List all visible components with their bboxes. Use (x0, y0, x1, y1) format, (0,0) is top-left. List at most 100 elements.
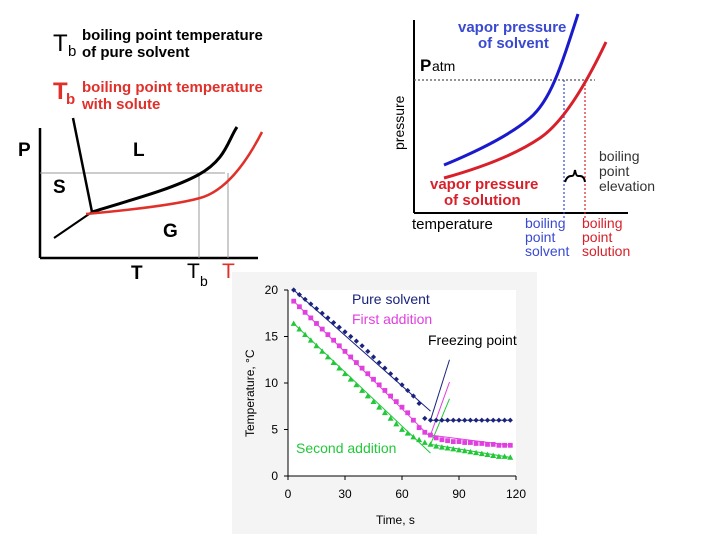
legend-tb-text-2: of pure solvent (82, 44, 190, 61)
pure-solvent-point (433, 417, 439, 423)
vp-x-label: temperature (412, 216, 493, 233)
cooling-curve-chart: 0 30 60 90 120 0 5 10 15 20 Temperature, °C Time,… (232, 272, 537, 534)
first-addition-point (485, 441, 490, 447)
solution-vaporization-curve (85, 131, 264, 216)
pure-solvent-point (502, 417, 508, 423)
patm-label: P (420, 56, 431, 75)
legend-tb-solute-symbol: T (53, 78, 68, 105)
pure-solvent-point (313, 306, 320, 312)
first-addition-point (314, 321, 319, 326)
pure-solvent-point (370, 354, 377, 360)
first-addition-point (445, 438, 450, 444)
freezing-point-pointer (430, 398, 450, 445)
legend-first-addition: First addition (352, 311, 432, 327)
vp-solvent-label-1: vapor pressure (458, 19, 566, 36)
first-addition-point (376, 382, 382, 388)
first-addition-point (365, 371, 371, 377)
bp-solution-label-2: point (582, 229, 612, 245)
tick-tb-solute: T (222, 260, 235, 283)
pure-solvent-point (427, 417, 434, 423)
solid-liquid-line (71, 117, 94, 213)
chart-x-label: Time, s (376, 513, 415, 527)
second-addition-point (347, 376, 354, 382)
first-addition-point (411, 417, 416, 423)
first-addition-point (302, 309, 308, 315)
first-addition-point (502, 442, 507, 448)
elevation-label-2: point (599, 163, 629, 179)
phase-axis-p: P (18, 140, 31, 161)
legend-tb-symbol: T (53, 30, 68, 57)
first-addition-point (331, 337, 336, 343)
first-addition-point (462, 440, 468, 445)
bp-solution-label-1: boiling (582, 215, 622, 231)
first-addition-point (422, 429, 428, 435)
second-addition-point (427, 441, 434, 447)
legend-tb-solute-sub: b (66, 91, 75, 108)
second-addition-point (495, 453, 502, 459)
pure-solvent-point (405, 387, 411, 394)
first-addition-point (354, 360, 359, 365)
second-addition-point (370, 398, 377, 404)
pure-solvent-point (342, 329, 348, 335)
pure-solvent-point (365, 348, 371, 354)
first-addition-point (433, 435, 439, 441)
freezing-point-pointer (430, 381, 450, 436)
solvent-vaporization-curve (91, 126, 239, 214)
legend-second-addition: Second addition (296, 440, 396, 456)
pure-solvent-point (490, 417, 496, 423)
second-addition-point (444, 445, 451, 451)
first-addition-point (319, 326, 325, 332)
pure-solvent-point (348, 333, 354, 340)
x-tick-label: 60 (395, 487, 409, 501)
first-addition-point (371, 376, 376, 382)
x-tick-label: 0 (285, 487, 292, 501)
pure-solvent-point (462, 417, 468, 423)
x-tick-label: 30 (338, 487, 352, 501)
freezing-point-pointer (430, 359, 450, 421)
legend-tb-solute-text-1: boiling point temperature (82, 79, 263, 96)
first-addition-point (428, 432, 433, 438)
second-addition-point (456, 446, 462, 453)
second-addition-point (342, 370, 348, 377)
tick-tb-sub: b (200, 273, 208, 289)
y-tick-label: 15 (265, 330, 279, 344)
second-addition-point (313, 342, 320, 349)
pure-solvent-point (291, 287, 297, 293)
chart-y-label: Temperature, °C (243, 349, 257, 437)
y-tick-label: 20 (265, 283, 279, 297)
first-addition-point (336, 343, 342, 349)
second-addition-point (296, 326, 303, 332)
elevation-brace (564, 169, 586, 183)
pure-solvent-point (484, 417, 491, 423)
first-addition-point (450, 439, 456, 444)
phase-axis-t: T (131, 263, 143, 284)
x-tick-label: 120 (506, 487, 526, 501)
y-tick-label: 0 (271, 469, 278, 483)
vp-solution-label-2: of solution (444, 192, 521, 209)
phase-diagram: T b boiling point temperature of pure so… (18, 27, 264, 289)
first-addition-point (348, 354, 354, 360)
first-addition-point (393, 399, 399, 404)
first-addition-point (490, 441, 496, 447)
first-addition-point (479, 441, 485, 446)
first-addition-point (507, 442, 513, 448)
first-addition-point (291, 298, 297, 304)
second-addition-point (490, 452, 497, 458)
second-addition-point (290, 320, 297, 326)
bp-solvent-label-3: solvent (525, 243, 569, 259)
first-addition-point (473, 441, 479, 446)
first-addition-point (439, 437, 445, 443)
pure-solvent-point (507, 417, 513, 423)
legend-tb-sub: b (68, 43, 76, 60)
first-addition-point (342, 348, 348, 354)
region-liquid: L (133, 140, 145, 161)
first-addition-point (468, 440, 473, 445)
pure-solvent-point (382, 365, 388, 371)
legend-pure-solvent: Pure solvent (352, 291, 430, 307)
second-addition-point (478, 450, 485, 457)
first-addition-point (416, 425, 422, 431)
second-addition-point (467, 448, 474, 455)
vp-solution-label-1: vapor pressure (430, 176, 538, 193)
vapor-pressure-diagram: vapor pressure of solvent P atm pressure… (391, 13, 655, 259)
second-addition-point (461, 447, 468, 454)
